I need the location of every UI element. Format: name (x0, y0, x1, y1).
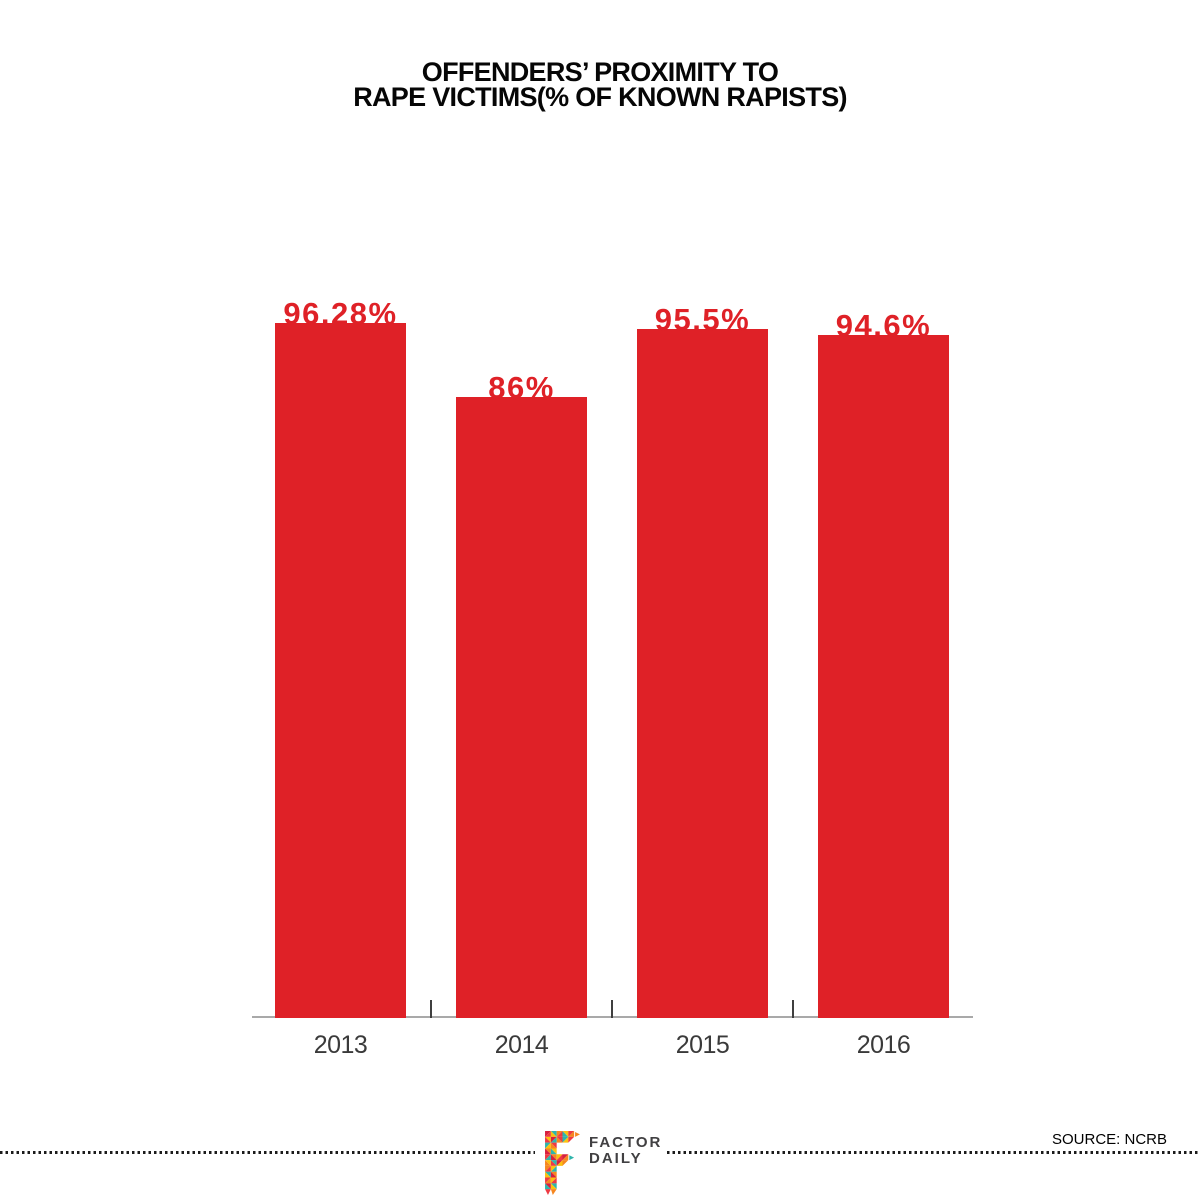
bar-2014 (456, 397, 587, 1018)
bar-2015 (637, 329, 768, 1018)
footer-divider-left (0, 1151, 535, 1154)
value-label-2013: 96.28% (283, 296, 398, 331)
chart-title-line2: RAPE VICTIMS(% OF KNOWN RAPISTS) (353, 82, 847, 112)
value-label-2016: 94.6% (835, 308, 932, 343)
axis-tick-2 (611, 1000, 613, 1018)
value-label-2015: 95.5% (654, 302, 751, 337)
category-label-2013: 2013 (313, 1031, 368, 1059)
category-label-2014: 2014 (494, 1031, 549, 1059)
bar-2016 (818, 335, 949, 1018)
value-label-2014: 86% (488, 370, 555, 405)
factor-daily-logo: FACTOR DAILY (545, 1131, 662, 1195)
category-label-2015: 2015 (675, 1031, 730, 1059)
source-credit: SOURCE: NCRB (1051, 1131, 1167, 1148)
category-label-2016: 2016 (856, 1031, 911, 1059)
factor-daily-wordmark: FACTOR DAILY (589, 1135, 662, 1166)
bar-2013 (275, 323, 406, 1018)
chart-title-line1: OFFENDERS’ PROXIMITY TO (421, 57, 779, 87)
logo-word-daily: DAILY (589, 1149, 643, 1167)
chart-title: OFFENDERS’ PROXIMITY TO RAPE VICTIMS(% O… (0, 57, 1200, 112)
factor-daily-logo-icon (545, 1131, 580, 1195)
axis-tick-3 (792, 1000, 794, 1018)
footer-divider-right (667, 1151, 1200, 1154)
axis-tick-1 (430, 1000, 432, 1018)
logo-word-factor: FACTOR (589, 1134, 663, 1151)
